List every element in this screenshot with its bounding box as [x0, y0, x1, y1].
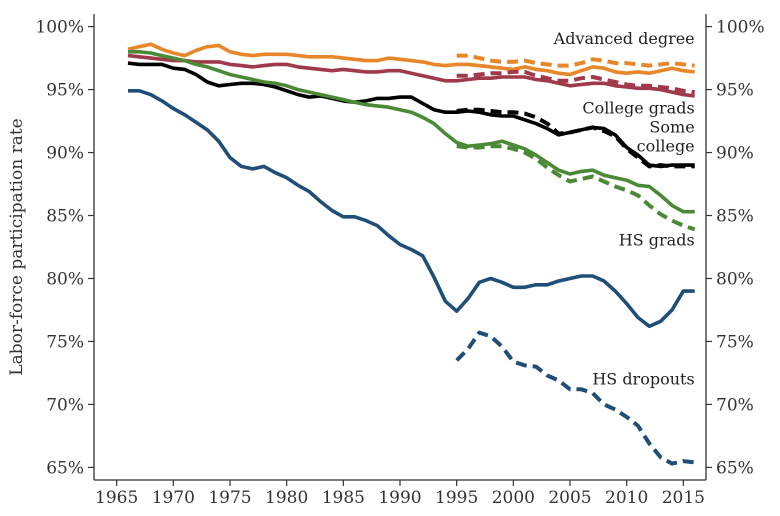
y-tick-label-left: 75%	[46, 332, 84, 352]
y-tick-label-right: 65%	[716, 458, 754, 478]
series-line-dashed-3	[456, 69, 695, 95]
series-label: College grads	[582, 98, 694, 117]
y-tick-label-right: 70%	[716, 395, 754, 415]
y-tick-label-right: 95%	[716, 81, 754, 101]
x-tick-label: 2010	[605, 488, 648, 508]
x-tick-label: 2005	[548, 488, 591, 508]
series-lines	[127, 42, 696, 466]
x-tick-label: 1965	[95, 488, 138, 508]
y-tick-label-right: 75%	[716, 332, 754, 352]
x-tick-label: 1975	[208, 488, 251, 508]
series-line-solid-2	[127, 53, 695, 98]
series-line-dashed-9	[455, 330, 695, 466]
ticks: 65% 65% 70% 70% 75% 75% 80% 80% 85% 85% 90% 90% 95% 9…	[35, 18, 764, 508]
y-tick-label-left: 80%	[46, 269, 84, 289]
x-tick-label: 2000	[492, 488, 535, 508]
series-line-solid-4	[127, 61, 695, 169]
y-tick-label-left: 65%	[46, 458, 84, 478]
x-tick-label: 1980	[265, 488, 308, 508]
x-tick-label: 1990	[378, 488, 421, 508]
y-tick-label-right: 80%	[716, 269, 754, 289]
series-line-dashed-5	[456, 107, 695, 169]
y-tick-label-left: 70%	[46, 395, 84, 415]
y-tick-label-right: 85%	[716, 207, 754, 227]
series-label: Advanced degree	[553, 29, 695, 48]
series-line-solid-6	[128, 50, 695, 214]
y-tick-label-left: 85%	[46, 207, 84, 227]
x-tick-label: 1970	[152, 488, 195, 508]
y-tick-label-left: 90%	[46, 144, 84, 164]
series-label: Some	[649, 117, 694, 136]
series-label: HS dropouts	[592, 369, 694, 388]
series-line-solid-0	[127, 42, 695, 77]
x-tick-label: 2015	[662, 488, 705, 508]
series-line-dashed-1	[456, 53, 695, 68]
y-tick-label-right: 90%	[716, 144, 754, 164]
x-tick-label: 1985	[322, 488, 365, 508]
x-tick-label: 1995	[435, 488, 478, 508]
series-label: college	[637, 136, 695, 155]
series-label: HS grads	[619, 231, 695, 250]
y-axis-label: Labor-force participation rate	[7, 118, 27, 375]
series-line-dashed-7	[456, 144, 696, 232]
series-line-solid-8	[128, 89, 695, 329]
y-tick-label-left: 100%	[35, 18, 84, 38]
y-tick-label-right: 100%	[716, 18, 765, 38]
y-tick-label-left: 95%	[46, 81, 84, 101]
